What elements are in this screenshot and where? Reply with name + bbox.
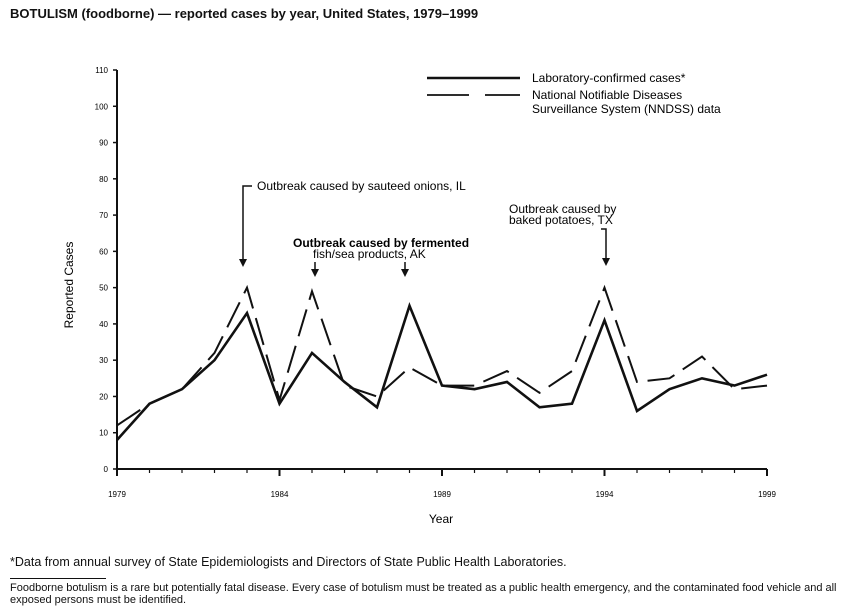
arrowhead: [401, 269, 409, 277]
annotation-fish-line2: fish/sea products, AK: [313, 247, 426, 261]
footer-text: Foodborne botulism is a rare but potenti…: [10, 582, 837, 606]
footnote: *Data from annual survey of State Epidem…: [10, 555, 567, 569]
divider: [10, 578, 106, 579]
y-tick-label: 20: [99, 392, 108, 401]
y-tick-label: 10: [99, 429, 108, 438]
legend-solid-label: Laboratory-confirmed cases*: [532, 71, 686, 85]
y-tick-label: 40: [99, 320, 108, 329]
y-axis-label: Reported Cases: [62, 242, 76, 329]
y-tick-label: 50: [99, 284, 108, 293]
arrowhead: [239, 259, 247, 267]
series-nndss-line: [116, 284, 768, 427]
annotation-potatoes-line2: baked potatoes, TX: [509, 213, 613, 227]
series-lab-confirmed-line: [116, 301, 768, 441]
y-tick-label: 70: [99, 211, 108, 220]
line-chart: 0 10 20 30 40 50 60 70 80 90 100 110 1979 1984 1989 199…: [62, 66, 777, 526]
y-tick-label: 80: [99, 175, 108, 184]
x-tick-label: 1984: [271, 490, 289, 499]
x-tick-label: 1989: [433, 490, 451, 499]
series: [116, 284, 768, 441]
y-tick-label: 0: [104, 465, 109, 474]
legend: Laboratory-confirmed cases* National Not…: [427, 71, 721, 116]
arrowhead: [602, 258, 610, 266]
x-axis-label: Year: [429, 512, 453, 526]
annotation-onions: Outbreak caused by sauteed onions, IL: [257, 179, 466, 193]
arrowhead: [311, 269, 319, 277]
x-tick-label: 1999: [758, 490, 776, 499]
y-tick-label: 30: [99, 356, 108, 365]
y-tick-label: 100: [95, 102, 109, 111]
x-tick-label: 1994: [596, 490, 614, 499]
chart-title: BOTULISM (foodborne) — reported cases by…: [10, 6, 479, 21]
annotation-fish-line1: Outbreak caused by fermented: [293, 236, 469, 250]
legend-dashed-label-2: Surveillance System (NNDSS) data: [532, 102, 721, 116]
annotation-arrow-potatoes: [601, 228, 607, 259]
x-tick-label: 1979: [108, 490, 126, 499]
annotations: Outbreak caused by sauteed onions, IL Ou…: [239, 179, 616, 277]
legend-dashed-label-1: National Notifiable Diseases: [532, 88, 682, 102]
annotation-potatoes-line1: Outbreak caused by: [509, 202, 616, 216]
y-tick-label: 90: [99, 139, 108, 148]
axes: 0 10 20 30 40 50 60 70 80 90 100 110 1979 1984 1989 199…: [95, 66, 777, 499]
y-tick-label: 60: [99, 247, 108, 256]
annotation-arrow-onions: [242, 185, 252, 260]
y-tick-label: 110: [95, 66, 108, 75]
